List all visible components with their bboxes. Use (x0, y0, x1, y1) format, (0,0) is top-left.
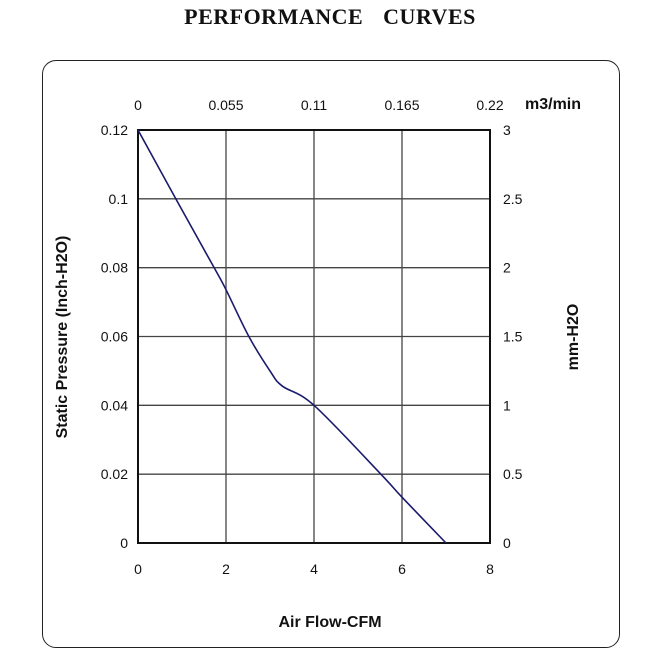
x-tick-label: 4 (310, 561, 318, 577)
x2-axis-label: m3/min (525, 96, 581, 113)
chart-frame (42, 60, 620, 648)
y-axis-label: Static Pressure (Inch-H2O) (54, 236, 71, 439)
plot-border (137, 129, 491, 544)
y2-tick-label: 2.5 (503, 191, 523, 207)
x2-tick-label: 0 (134, 97, 142, 113)
y2-tick-label: 3 (503, 122, 511, 138)
y-tick-label: 0 (120, 535, 128, 551)
y-tick-label: 0.02 (101, 466, 128, 482)
y2-tick-label: 1.5 (503, 329, 523, 345)
y-tick-label: 0.1 (109, 191, 129, 207)
x-tick-label: 2 (222, 561, 230, 577)
x-tick-label: 8 (486, 561, 494, 577)
x-tick-label: 6 (398, 561, 406, 577)
y2-tick-label: 0 (503, 535, 511, 551)
x-axis-label: Air Flow-CFM (278, 614, 381, 631)
x2-tick-label: 0.11 (301, 97, 327, 113)
chart-title: PERFORMANCE CURVES (184, 4, 476, 29)
x2-tick-label: 0.22 (476, 97, 503, 113)
x2-tick-label: 0.055 (208, 97, 243, 113)
y2-tick-label: 1 (503, 397, 511, 413)
y-tick-label: 0.12 (101, 122, 128, 138)
x2-tick-label: 0.165 (384, 97, 419, 113)
y-tick-label: 0.08 (101, 260, 128, 276)
y-tick-label: 0.06 (101, 329, 128, 345)
x-tick-label: 0 (134, 561, 142, 577)
y-tick-label: 0.04 (101, 397, 128, 413)
y2-tick-label: 0.5 (503, 466, 523, 482)
y2-axis-label: mm-H2O (565, 304, 582, 371)
y2-tick-label: 2 (503, 260, 511, 276)
